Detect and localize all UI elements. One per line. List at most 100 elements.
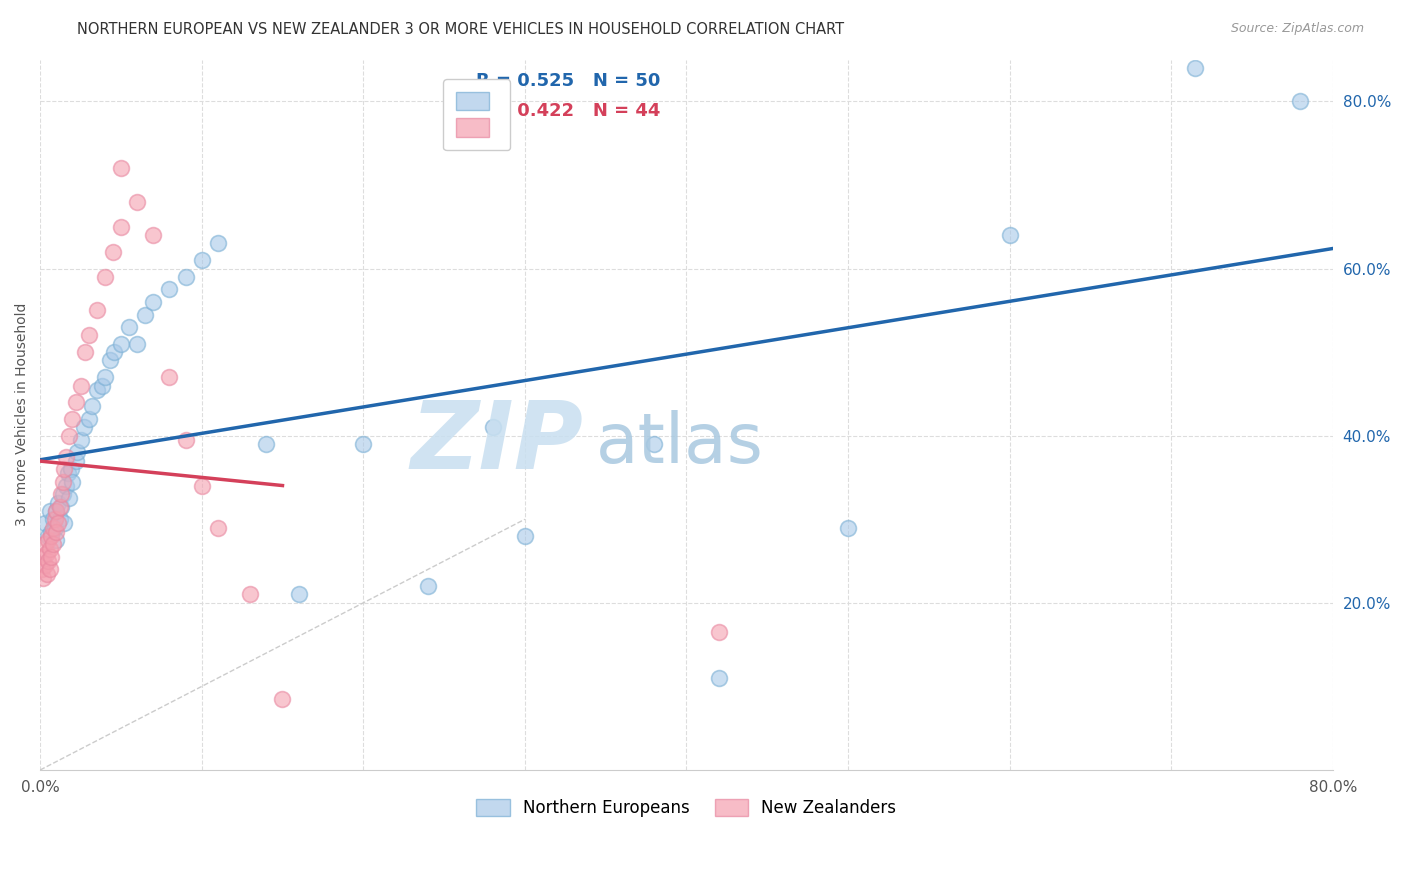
Point	[1289, 95, 1312, 109]
Point	[59, 462, 82, 476]
Point	[125, 194, 148, 209]
Point	[42, 537, 65, 551]
Text: ZIP: ZIP	[411, 397, 583, 489]
Point	[65, 395, 87, 409]
Point	[134, 308, 156, 322]
Point	[416, 579, 439, 593]
Point	[707, 625, 730, 640]
Point	[513, 529, 536, 543]
Point	[62, 412, 84, 426]
Point	[34, 516, 56, 531]
Text: Source: ZipAtlas.com: Source: ZipAtlas.com	[1230, 22, 1364, 36]
Point	[207, 521, 229, 535]
Point	[55, 479, 77, 493]
Point	[32, 571, 55, 585]
Point	[254, 437, 277, 451]
Point	[66, 445, 89, 459]
Point	[118, 320, 141, 334]
Point	[56, 467, 79, 481]
Legend: Northern Europeans, New Zealanders: Northern Europeans, New Zealanders	[468, 791, 905, 826]
Point	[93, 269, 115, 284]
Point	[41, 524, 63, 539]
Point	[998, 228, 1021, 243]
Point	[837, 521, 859, 535]
Point	[142, 228, 165, 243]
Point	[48, 500, 70, 514]
Point	[190, 253, 212, 268]
Point	[41, 549, 63, 564]
Point	[38, 504, 60, 518]
Point	[125, 336, 148, 351]
Point	[65, 454, 87, 468]
Point	[35, 546, 58, 560]
Point	[142, 295, 165, 310]
Point	[35, 566, 58, 581]
Point	[34, 537, 56, 551]
Point	[90, 378, 112, 392]
Text: R = 0.422   N = 44: R = 0.422 N = 44	[475, 103, 659, 120]
Point	[73, 420, 96, 434]
Point	[69, 433, 91, 447]
Point	[34, 558, 56, 573]
Point	[77, 328, 100, 343]
Point	[41, 529, 63, 543]
Point	[86, 383, 108, 397]
Point	[45, 504, 67, 518]
Point	[38, 562, 60, 576]
Point	[157, 370, 180, 384]
Point	[49, 500, 72, 514]
Y-axis label: 3 or more Vehicles in Household: 3 or more Vehicles in Household	[15, 303, 30, 526]
Text: R = 0.525   N = 50: R = 0.525 N = 50	[475, 72, 659, 90]
Point	[37, 533, 59, 548]
Point	[75, 345, 97, 359]
Point	[37, 529, 59, 543]
Point	[481, 420, 503, 434]
Point	[174, 269, 197, 284]
Point	[93, 370, 115, 384]
Point	[287, 587, 309, 601]
Point	[352, 437, 374, 451]
Point	[110, 336, 132, 351]
Point	[190, 479, 212, 493]
Point	[55, 450, 77, 464]
Point	[110, 219, 132, 234]
Point	[110, 161, 132, 176]
Text: atlas: atlas	[596, 409, 763, 476]
Point	[69, 378, 91, 392]
Point	[53, 516, 76, 531]
Point	[239, 587, 262, 601]
Point	[46, 516, 69, 531]
Point	[1184, 61, 1206, 75]
Point	[271, 692, 294, 706]
Point	[32, 549, 55, 564]
Point	[45, 524, 67, 539]
Point	[42, 512, 65, 526]
Point	[62, 475, 84, 489]
Point	[37, 554, 59, 568]
Point	[45, 504, 67, 518]
Point	[643, 437, 665, 451]
Point	[46, 495, 69, 509]
Point	[48, 512, 70, 526]
Point	[38, 541, 60, 556]
Point	[44, 521, 66, 535]
Point	[44, 512, 66, 526]
Point	[77, 412, 100, 426]
Point	[58, 428, 80, 442]
Point	[42, 521, 65, 535]
Point	[52, 487, 75, 501]
Point	[157, 282, 180, 296]
Point	[103, 345, 125, 359]
Point	[31, 562, 53, 576]
Point	[45, 533, 67, 548]
Point	[49, 487, 72, 501]
Point	[207, 236, 229, 251]
Point	[707, 671, 730, 685]
Point	[98, 353, 121, 368]
Text: NORTHERN EUROPEAN VS NEW ZEALANDER 3 OR MORE VEHICLES IN HOUSEHOLD CORRELATION C: NORTHERN EUROPEAN VS NEW ZEALANDER 3 OR …	[77, 22, 845, 37]
Point	[52, 475, 75, 489]
Point	[86, 303, 108, 318]
Point	[58, 491, 80, 506]
Point	[101, 244, 124, 259]
Point	[80, 400, 103, 414]
